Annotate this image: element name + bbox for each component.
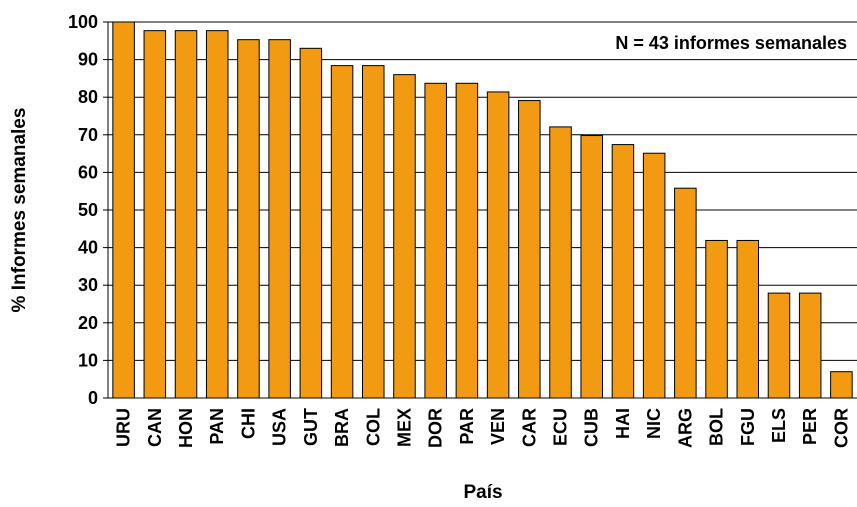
x-tick-label-usa: USA	[270, 408, 290, 446]
bar-gut	[299, 47, 323, 399]
bar-can	[143, 30, 167, 399]
bar-dor	[424, 82, 447, 399]
axes	[107, 22, 857, 399]
x-tick-label-nic: NIC	[644, 408, 664, 439]
bar-fgu	[736, 239, 760, 399]
bar-ven	[486, 91, 510, 399]
x-tick-label-col: COL	[363, 408, 383, 446]
bar-nic	[642, 152, 666, 399]
x-tick-labels: URU CAN HON PAN CHI USA GUT BRA COL MEX DOR PAR VEN C…	[114, 408, 852, 448]
x-tick-label-hon: HON	[176, 408, 196, 448]
bar-uru	[112, 21, 135, 399]
x-tick-label-uru: URU	[114, 408, 134, 447]
bar-chi	[237, 39, 260, 399]
y-tick-label: 10	[78, 350, 98, 370]
y-tick-label: 80	[78, 87, 98, 107]
y-tick-labels: 0 10 20 30 40 50 60 70 80 90 100	[68, 12, 98, 408]
x-tick-label-bol: BOL	[707, 408, 727, 446]
x-tick-label-fgu: FGU	[738, 408, 758, 446]
x-tick-label-can: CAN	[145, 408, 165, 447]
bar-par	[455, 82, 479, 399]
gridlines	[103, 21, 857, 399]
y-tick-label: 20	[78, 313, 98, 333]
bar-bol	[705, 239, 728, 399]
x-axis-title: País	[463, 482, 502, 502]
chart-annotation: N = 43 informes semanales	[615, 33, 847, 53]
y-tick-label: 30	[78, 275, 98, 295]
x-tick-label-dor: DOR	[426, 408, 446, 448]
x-tick-label-par: PAR	[457, 408, 477, 445]
x-tick-label-cor: COR	[831, 408, 851, 448]
y-tick-label: 50	[78, 200, 98, 220]
x-tick-label-ecu: ECU	[551, 408, 571, 446]
y-tick-label: 60	[78, 162, 98, 182]
y-axis-title: % Informes semanales	[9, 108, 30, 313]
x-tick-label-hai: HAI	[613, 408, 633, 439]
x-tick-label-chi: CHI	[238, 408, 258, 439]
bars	[112, 21, 853, 399]
y-tick-label: 90	[78, 50, 98, 70]
y-tick-label: 0	[88, 388, 98, 408]
x-tick-label-els: ELS	[769, 408, 789, 443]
bar-ecu	[549, 126, 572, 399]
x-tick-label-cub: CUB	[582, 408, 602, 447]
x-tick-label-ven: VEN	[488, 408, 508, 445]
bar-pan	[205, 30, 229, 399]
x-tick-label-bra: BRA	[332, 408, 352, 447]
bar-cor	[830, 371, 853, 399]
x-tick-label-car: CAR	[519, 408, 539, 447]
x-tick-label-pan: PAN	[207, 408, 227, 445]
y-tick-label: 40	[78, 238, 98, 258]
bar-hon	[174, 30, 198, 399]
bar-els	[767, 292, 791, 399]
x-tick-label-arg: ARG	[675, 408, 695, 448]
bar-mex	[393, 74, 416, 399]
y-tick-label: 100	[68, 12, 98, 32]
bar-per	[798, 292, 822, 399]
x-tick-label-mex: MEX	[394, 408, 414, 447]
bar-cub	[580, 135, 603, 399]
bar-usa	[268, 39, 291, 399]
bar-car	[518, 100, 541, 399]
bar-bra	[330, 65, 354, 399]
y-tick-label: 70	[78, 125, 98, 145]
bar-hai	[611, 144, 635, 399]
bar-arg	[674, 187, 697, 399]
x-tick-label-gut: GUT	[301, 408, 321, 446]
x-tick-label-per: PER	[800, 408, 820, 445]
bar-col	[362, 65, 385, 399]
